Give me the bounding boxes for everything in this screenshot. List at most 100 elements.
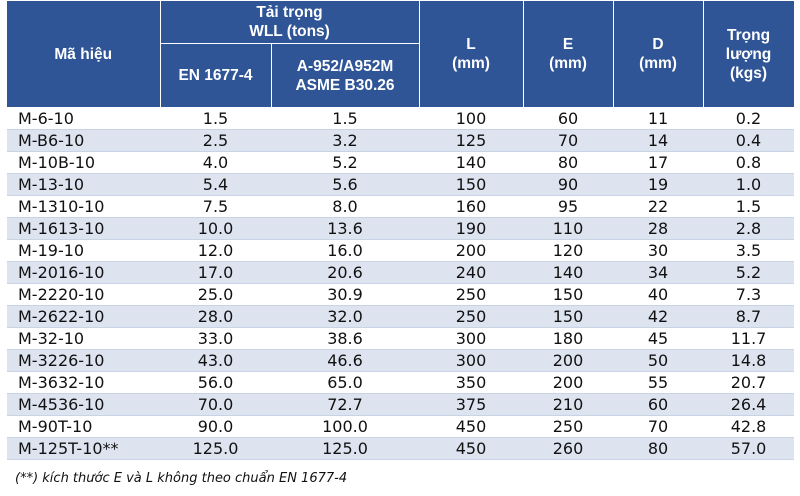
table-body: M-6-10 1.5 1.5 100 60 11 0.2 M-B6-10 2.5 3.2 125 70… — [7, 107, 795, 460]
cell-d: 55 — [613, 371, 704, 394]
cell-en: 125.0 — [160, 437, 271, 460]
cell-d: 45 — [613, 327, 704, 350]
table-row: M-1310-10 7.5 8.0 160 95 22 1.5 — [7, 195, 795, 218]
cell-e: 150 — [523, 305, 614, 328]
cell-code: M-10B-10 — [7, 151, 160, 174]
cell-d: 22 — [613, 195, 704, 218]
cell-code: M-19-10 — [7, 239, 160, 262]
cell-e: 110 — [523, 217, 614, 240]
cell-code: M-13-10 — [7, 173, 160, 196]
cell-l: 200 — [419, 239, 524, 262]
cell-en: 2.5 — [160, 129, 271, 152]
header-row-2: EN 1677-4 A-952/A952M ASME B30.26 — [7, 43, 794, 108]
cell-l: 100 — [419, 107, 524, 130]
cell-w: 57.0 — [703, 437, 795, 460]
cell-d: 70 — [613, 415, 704, 438]
cell-w: 42.8 — [703, 415, 795, 438]
cell-en: 28.0 — [160, 305, 271, 328]
cell-en: 90.0 — [160, 415, 271, 438]
cell-l: 250 — [419, 305, 524, 328]
header-load-line1: Tải trọng — [256, 4, 323, 21]
cell-w: 5.2 — [703, 261, 795, 284]
cell-w: 1.5 — [703, 195, 795, 218]
header-row-1: Mã hiệu Tải trọng WLL (tons) L (mm) E (mm)… — [7, 0, 795, 108]
header-d: D (mm) — [612, 0, 704, 108]
cell-w: 7.3 — [703, 283, 795, 306]
cell-l: 300 — [419, 327, 524, 350]
cell-d: 40 — [613, 283, 704, 306]
cell-d: 11 — [613, 107, 704, 130]
cell-e: 200 — [523, 371, 614, 394]
cell-d: 80 — [613, 437, 704, 460]
cell-l: 240 — [419, 261, 524, 284]
cell-astm: 1.5 — [271, 107, 420, 130]
cell-e: 60 — [523, 107, 614, 130]
cell-l: 250 — [419, 283, 524, 306]
cell-e: 210 — [523, 393, 614, 416]
cell-en: 10.0 — [160, 217, 271, 240]
cell-e: 200 — [523, 349, 614, 372]
cell-astm: 30.9 — [271, 283, 420, 306]
cell-w: 0.4 — [703, 129, 795, 152]
table-row: M-3632-10 56.0 65.0 350 200 55 20.7 — [7, 371, 795, 394]
cell-d: 30 — [613, 239, 704, 262]
table-row: M-2622-10 28.0 32.0 250 150 42 8.7 — [7, 305, 795, 328]
cell-code: M-1613-10 — [7, 217, 160, 240]
cell-e: 95 — [523, 195, 614, 218]
cell-w: 2.8 — [703, 217, 795, 240]
cell-d: 42 — [613, 305, 704, 328]
cell-code: M-90T-10 — [7, 415, 160, 438]
cell-en: 70.0 — [160, 393, 271, 416]
cell-e: 120 — [523, 239, 614, 262]
cell-en: 1.5 — [160, 107, 271, 130]
cell-l: 450 — [419, 437, 524, 460]
cell-e: 260 — [523, 437, 614, 460]
table-row: M-3226-10 43.0 46.6 300 200 50 14.8 — [7, 349, 795, 372]
cell-e: 150 — [523, 283, 614, 306]
header-e: E (mm) — [522, 0, 614, 108]
footnote: (**) kích thước E và L không theo chuẩn … — [15, 471, 348, 486]
header-weight: Trọng lượng (kgs) — [702, 0, 795, 108]
header-load-line2: WLL (tons) — [249, 23, 330, 40]
cell-code: M-2016-10 — [7, 261, 160, 284]
cell-code: M-2220-10 — [7, 283, 160, 306]
cell-w: 0.8 — [703, 151, 795, 174]
cell-w: 14.8 — [703, 349, 795, 372]
header-model: Mã hiệu — [7, 0, 161, 108]
cell-astm: 5.2 — [271, 151, 420, 174]
cell-w: 8.7 — [703, 305, 795, 328]
cell-astm: 13.6 — [271, 217, 420, 240]
cell-code: M-32-10 — [7, 327, 160, 350]
cell-e: 140 — [523, 261, 614, 284]
cell-en: 33.0 — [160, 327, 271, 350]
header-en: EN 1677-4 — [159, 43, 272, 108]
cell-d: 60 — [613, 393, 704, 416]
cell-d: 34 — [613, 261, 704, 284]
cell-astm: 38.6 — [271, 327, 420, 350]
cell-e: 80 — [523, 151, 614, 174]
cell-astm: 46.6 — [271, 349, 420, 372]
cell-e: 70 — [523, 129, 614, 152]
cell-l: 125 — [419, 129, 524, 152]
cell-e: 90 — [523, 173, 614, 196]
cell-astm: 72.7 — [271, 393, 420, 416]
table-row: M-13-10 5.4 5.6 150 90 19 1.0 — [7, 173, 795, 196]
header-astm: A-952/A952M ASME B30.26 — [270, 43, 420, 108]
table-row: M-1613-10 10.0 13.6 190 110 28 2.8 — [7, 217, 795, 240]
cell-w: 20.7 — [703, 371, 795, 394]
cell-en: 25.0 — [160, 283, 271, 306]
cell-astm: 16.0 — [271, 239, 420, 262]
cell-en: 43.0 — [160, 349, 271, 372]
cell-astm: 65.0 — [271, 371, 420, 394]
cell-w: 11.7 — [703, 327, 795, 350]
cell-l: 350 — [419, 371, 524, 394]
cell-e: 250 — [523, 415, 614, 438]
cell-astm: 3.2 — [271, 129, 420, 152]
cell-l: 450 — [419, 415, 524, 438]
cell-d: 19 — [613, 173, 704, 196]
cell-w: 1.0 — [703, 173, 795, 196]
cell-d: 50 — [613, 349, 704, 372]
cell-d: 28 — [613, 217, 704, 240]
cell-astm: 20.6 — [271, 261, 420, 284]
cell-astm: 100.0 — [271, 415, 420, 438]
